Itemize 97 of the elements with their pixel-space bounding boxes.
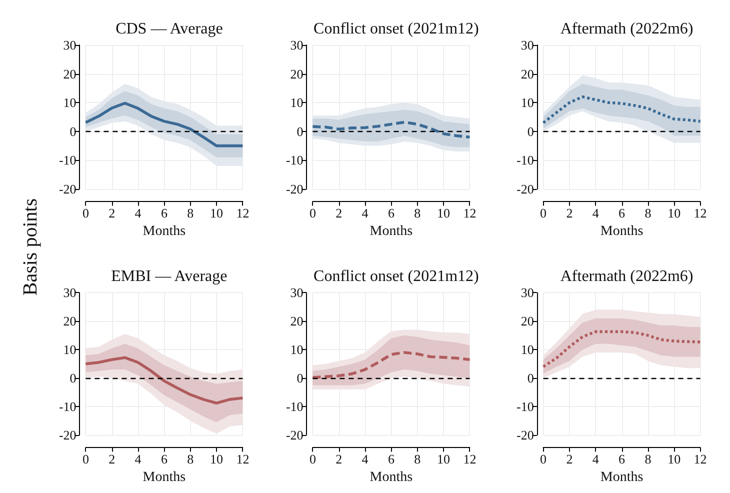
y-tick-label: 20 [520, 66, 534, 82]
x-tick-label: 10 [668, 206, 681, 221]
y-tick-label: 30 [290, 285, 304, 300]
x-tick-label: 4 [362, 206, 369, 221]
y-tick-label: 20 [520, 314, 534, 329]
y-tick-label: -10 [58, 152, 76, 168]
y-tick-label: 0 [527, 124, 534, 139]
x-tick-label: 6 [618, 452, 626, 467]
y-tick-label: 10 [63, 342, 76, 358]
x-tick-label: 8 [644, 452, 652, 467]
y-tick-label: 0 [296, 124, 304, 139]
x-axis-title: Months [370, 224, 413, 240]
x-tick-label: 6 [618, 206, 626, 221]
x-tick-label: 0 [82, 206, 89, 221]
y-tick-label: -20 [516, 428, 534, 442]
y-tick-label: 20 [290, 314, 304, 329]
y-tick-label: 0 [70, 124, 76, 139]
x-tick-label: 2 [336, 452, 342, 467]
x-axis-title: Months [142, 470, 186, 486]
y-tick-label: -20 [516, 182, 534, 196]
x-tick-label: 8 [644, 206, 652, 221]
x-tick-label: 2 [566, 452, 573, 467]
x-tick-label: 8 [187, 452, 194, 467]
y-tick-label: 10 [290, 95, 304, 110]
chart-title: Conflict onset (2021m12) [314, 268, 479, 286]
x-tick-label: 10 [437, 452, 450, 467]
x-axis-title: Months [142, 224, 186, 240]
y-tick-label: 20 [63, 314, 76, 329]
y-tick-label: 30 [290, 38, 304, 52]
x-tick-label: 12 [694, 206, 707, 221]
x-tick-label: 10 [668, 452, 681, 467]
x-tick-label: 6 [388, 206, 395, 221]
x-tick-label: 12 [463, 452, 476, 467]
x-tick-label: 4 [134, 206, 142, 221]
y-tick-label: -20 [58, 428, 76, 442]
x-tick-label: 2 [108, 452, 116, 467]
x-tick-label: 4 [362, 452, 369, 467]
y-tick-label: 20 [63, 66, 76, 82]
y-tick-label: -20 [286, 428, 304, 442]
y-tick-label: 10 [290, 342, 304, 358]
x-tick-label: 6 [160, 206, 168, 221]
y-tick-label: 0 [296, 370, 304, 386]
x-tick-label: 4 [592, 452, 600, 467]
y-tick-label: 30 [63, 38, 76, 52]
line-series [311, 120, 472, 139]
chart-title: Aftermath (2022m6) [560, 20, 694, 38]
x-axis-title: Months [370, 470, 413, 486]
y-tick-label: 30 [520, 38, 534, 52]
x-tick-label: 2 [566, 206, 573, 221]
y-tick-label: 10 [520, 342, 534, 358]
x-tick-label: 12 [236, 452, 250, 467]
y-tick-label: 30 [63, 285, 76, 300]
x-tick-label: 0 [540, 206, 547, 221]
x-tick-label: 8 [414, 206, 421, 221]
x-tick-label: 12 [694, 452, 707, 467]
x-tick-label: 4 [134, 452, 142, 467]
y-tick-label: -10 [286, 152, 304, 168]
y-axis-title: Basis points [20, 198, 42, 296]
line-series [84, 356, 244, 405]
x-tick-label: 10 [210, 452, 224, 467]
chart-title: EMBI — Average [111, 268, 228, 286]
x-tick-label: 2 [336, 206, 342, 221]
x-tick-label: 0 [82, 452, 89, 467]
y-tick-label: -10 [516, 152, 534, 168]
x-axis-title: Months [600, 224, 644, 240]
x-tick-label: 10 [437, 206, 450, 221]
y-tick-label: -20 [58, 182, 76, 196]
x-axis-title: Months [600, 470, 644, 486]
x-tick-label: 10 [210, 206, 224, 221]
x-tick-label: 12 [236, 206, 250, 221]
chart-title: CDS — Average [116, 20, 223, 38]
x-tick-label: 0 [540, 452, 547, 467]
chart-title: Aftermath (2022m6) [560, 268, 694, 286]
line-series [542, 330, 702, 368]
x-tick-label: 12 [463, 206, 476, 221]
y-tick-label: 20 [290, 66, 304, 82]
x-tick-label: 6 [160, 452, 168, 467]
chart-title: Conflict onset (2021m12) [314, 20, 479, 38]
y-tick-label: -10 [516, 399, 534, 414]
x-tick-label: 6 [388, 452, 395, 467]
y-tick-label: 10 [63, 95, 76, 110]
y-tick-label: 0 [70, 370, 76, 386]
x-tick-label: 4 [592, 206, 600, 221]
y-tick-label: 0 [527, 370, 534, 386]
x-tick-label: 0 [309, 452, 316, 467]
y-tick-label: 10 [520, 95, 534, 110]
x-tick-label: 2 [108, 206, 116, 221]
y-tick-label: 30 [520, 285, 534, 300]
x-tick-label: 8 [187, 206, 194, 221]
line-series [542, 95, 702, 124]
y-tick-label: -10 [286, 399, 304, 414]
x-tick-label: 8 [414, 452, 421, 467]
y-tick-label: -10 [58, 399, 76, 414]
x-tick-label: 0 [309, 206, 316, 221]
line-series [84, 102, 244, 148]
line-series [311, 351, 472, 379]
y-tick-label: -20 [286, 182, 304, 196]
